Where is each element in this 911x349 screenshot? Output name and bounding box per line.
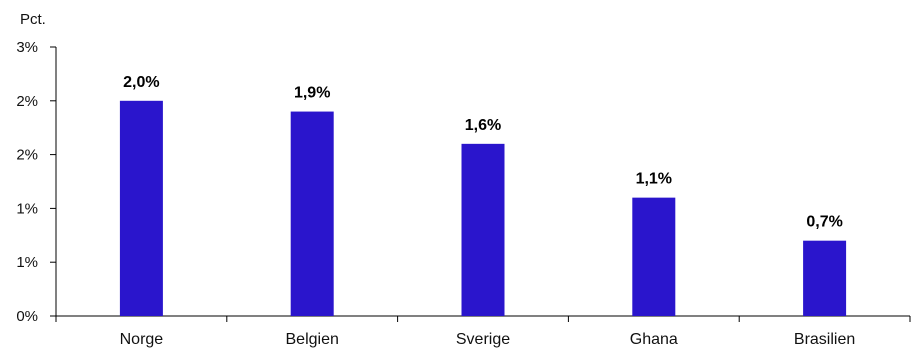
y-tick-label: 1% [16, 200, 38, 217]
data-labels: 2,0% 1,9% 1,6% 1,1% 0,7% [123, 74, 843, 231]
data-label: 1,6% [465, 117, 501, 134]
bar [119, 100, 163, 316]
x-tick-label: Ghana [630, 331, 678, 348]
data-label: 2,0% [123, 74, 159, 91]
data-label: 1,1% [636, 171, 672, 188]
bar [290, 111, 334, 316]
y-tick-label: 0% [16, 308, 38, 325]
x-tick-label: Belgien [286, 331, 339, 348]
bar [632, 197, 676, 316]
y-axis: 0% 1% 1% 2% 2% 3% [16, 39, 57, 325]
bar [461, 143, 505, 316]
y-tick-label: 3% [16, 39, 38, 56]
y-unit-label: Pct. [20, 11, 46, 28]
x-tick-label: Brasilien [794, 331, 855, 348]
data-label: 0,7% [806, 214, 842, 231]
y-tick-label: 2% [16, 147, 38, 164]
bars [119, 100, 847, 316]
x-tick-label: Norge [120, 331, 164, 348]
y-tick-label: 2% [16, 93, 38, 110]
y-tick-label: 1% [16, 254, 38, 271]
bar [803, 240, 847, 316]
x-tick-label: Sverige [456, 331, 510, 348]
data-label: 1,9% [294, 85, 330, 102]
x-axis: Norge Belgien Sverige Ghana Brasilien [55, 315, 911, 348]
